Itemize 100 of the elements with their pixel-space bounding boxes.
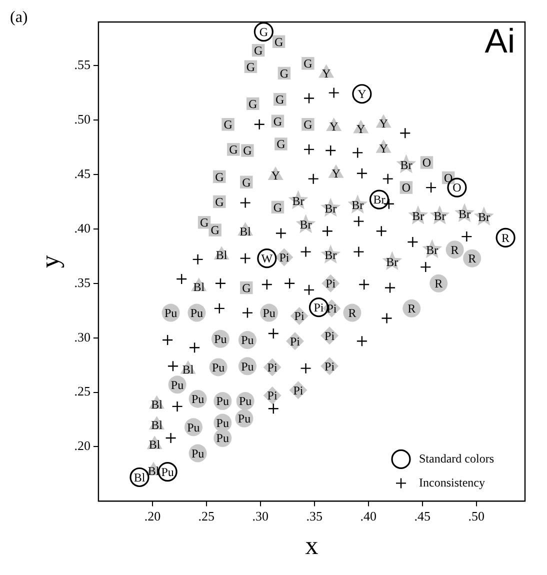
- annotation: O: [452, 180, 462, 195]
- annotation: G: [254, 43, 263, 58]
- annotation: Pu: [161, 464, 174, 479]
- annotation: Pi: [279, 250, 290, 264]
- annotation: Y: [332, 166, 341, 181]
- y-tick-label: .45: [74, 166, 90, 181]
- annotation: Y: [358, 87, 367, 102]
- annotation: Pi: [326, 276, 336, 291]
- annotation: Bl: [148, 438, 161, 452]
- annotation: O: [422, 156, 432, 170]
- point: [328, 87, 340, 98]
- annotation: Br: [324, 201, 337, 216]
- annotation: Bl: [193, 280, 206, 294]
- x-tick-label: .35: [306, 508, 323, 524]
- annotation: Br: [400, 158, 412, 172]
- annotation: Pi: [267, 360, 278, 374]
- point: [425, 182, 437, 194]
- annotation: Pu: [191, 446, 204, 460]
- annotation: G: [224, 118, 233, 132]
- point: [268, 403, 279, 414]
- point: [240, 197, 251, 208]
- annotation: R: [434, 276, 443, 291]
- annotation: G: [259, 24, 268, 39]
- annotation: Pu: [241, 333, 254, 348]
- annotation: Br: [373, 192, 386, 207]
- point: [381, 312, 392, 324]
- annotation: R: [502, 230, 510, 245]
- annotation: Pi: [267, 388, 278, 403]
- annotation: R: [450, 242, 459, 257]
- point: [400, 127, 411, 139]
- chart-title: Ai: [484, 22, 515, 60]
- annotation: Y: [330, 120, 339, 134]
- annotation: Pu: [214, 332, 227, 346]
- annotation: G: [215, 170, 224, 184]
- annotation: Pi: [324, 359, 336, 374]
- annotation: G: [273, 200, 282, 214]
- annotation: Y: [322, 66, 331, 80]
- point: [461, 230, 472, 242]
- legend-label: Standard colors: [419, 451, 494, 466]
- annotation: Y: [356, 122, 366, 136]
- annotation: G: [276, 92, 285, 106]
- annotation: Bl: [240, 224, 252, 238]
- point: [165, 432, 176, 444]
- annotation: Pu: [238, 394, 252, 408]
- annotation: G: [304, 118, 313, 132]
- point: [382, 173, 394, 184]
- annotation: G: [242, 175, 252, 190]
- annotation: G: [274, 34, 284, 49]
- point: [384, 282, 396, 294]
- annotation: G: [273, 114, 282, 128]
- point: [420, 261, 432, 273]
- point: [322, 226, 333, 237]
- y-tick-label: .35: [74, 274, 90, 290]
- point: [242, 307, 254, 318]
- x-tick-label: .25: [198, 508, 215, 524]
- y-tick-label: .55: [74, 56, 90, 72]
- point: [356, 168, 368, 179]
- point: [303, 144, 315, 156]
- annotation: Pu: [164, 306, 178, 320]
- annotation: G: [215, 194, 224, 209]
- annotation: Pu: [212, 360, 225, 374]
- annotation: Pu: [190, 306, 204, 320]
- x-tick-label: .20: [144, 508, 161, 524]
- x-tick-label: .40: [360, 508, 377, 524]
- point: [162, 334, 174, 346]
- annotation: Bl: [151, 418, 164, 432]
- y-axis-title: y: [35, 255, 64, 268]
- point: [303, 284, 315, 296]
- annotation: G: [248, 96, 258, 111]
- annotation: G: [243, 144, 252, 158]
- point: [268, 328, 279, 340]
- annotation: Pu: [262, 306, 276, 320]
- x-tick-label: .50: [468, 508, 485, 524]
- annotation: Bl: [134, 470, 146, 484]
- annotation: Pu: [238, 412, 251, 426]
- annotation: R: [468, 251, 476, 266]
- annotation: Br: [300, 218, 312, 232]
- annotation: Br: [434, 209, 446, 224]
- y-tick-label: .20: [74, 438, 90, 454]
- point: [300, 246, 312, 258]
- annotation: G: [229, 142, 238, 157]
- annotation: Bl: [216, 248, 228, 262]
- y-tick-label: .40: [74, 220, 90, 236]
- x-axis-title: x: [305, 531, 318, 560]
- point: [214, 278, 226, 289]
- point: [325, 144, 336, 156]
- annotation: Br: [478, 210, 490, 224]
- annotation: G: [304, 56, 313, 71]
- point: [188, 342, 200, 354]
- annotation: Pi: [324, 328, 336, 343]
- annotation: O: [402, 180, 411, 195]
- point: [214, 302, 225, 314]
- annotation: Pi: [293, 383, 304, 398]
- annotation: W: [261, 251, 274, 266]
- annotation: G: [276, 137, 286, 152]
- point: [358, 278, 370, 290]
- point: [407, 236, 418, 248]
- annotation: Pi: [294, 309, 305, 324]
- annotation: Br: [458, 206, 471, 221]
- text: (a): [10, 9, 28, 26]
